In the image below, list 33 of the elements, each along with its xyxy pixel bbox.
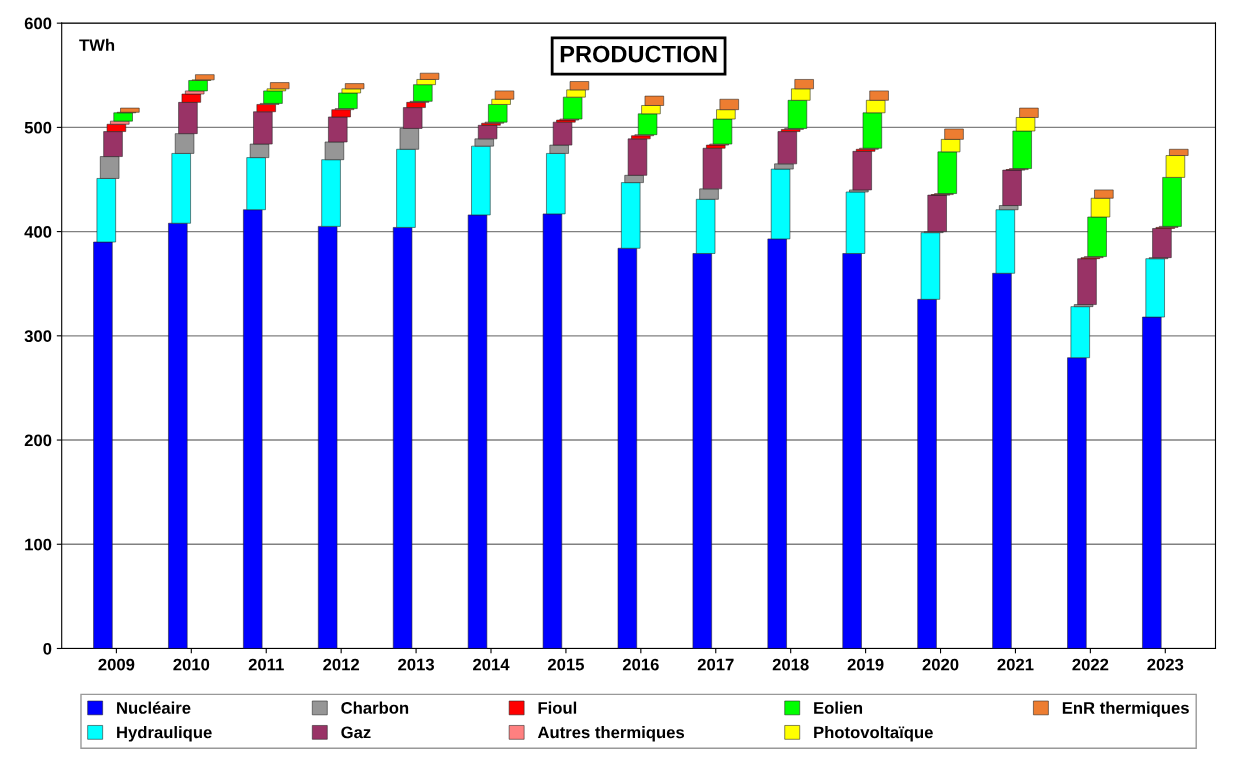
y-tick-label: 100 [25, 538, 52, 551]
legend-label: Autres thermiques [537, 726, 685, 742]
x-tick-label: 2016 [622, 658, 659, 671]
legend-label: Hydraulique [117, 726, 212, 742]
x-tick-label: 2017 [697, 658, 734, 671]
legend-label: Fioul [538, 701, 577, 714]
legend-label: Photovoltaïque [814, 726, 933, 742]
x-tick-label: 2022 [1072, 658, 1109, 671]
legend-label: Charbon [341, 701, 409, 714]
x-tick-label: 2020 [922, 658, 959, 671]
x-tick-label: 2014 [473, 658, 510, 671]
x-tick-label: 2013 [398, 658, 435, 671]
y-tick-label: 400 [24, 226, 52, 238]
y-tick-label: 0 [43, 642, 52, 655]
y-tick-label: 600 [24, 17, 52, 30]
x-tick-label: 2015 [547, 658, 584, 671]
x-tick-label: 2009 [98, 658, 135, 671]
x-tick-label: 2011 [248, 658, 284, 671]
text: PRODUCTION [560, 45, 717, 63]
x-tick-label: 2021 [997, 658, 1034, 671]
y-tick-label: 300 [24, 330, 52, 343]
legend-label: EnR thermiques [1062, 701, 1189, 718]
x-tick-label: 2010 [173, 658, 210, 671]
x-tick-label: 2023 [1147, 658, 1184, 671]
legend-label: Gaz [341, 726, 371, 739]
y-tick-label: 200 [24, 434, 52, 447]
y-axis-title: TWh [79, 38, 115, 51]
legend-label: Nucléaire [117, 701, 191, 714]
x-tick-label: 2012 [323, 658, 360, 671]
legend-label: Eolien [814, 701, 863, 714]
x-tick-label: 2018 [772, 658, 809, 671]
x-tick-label: 2019 [847, 658, 884, 671]
y-tick-label: 500 [24, 121, 52, 134]
